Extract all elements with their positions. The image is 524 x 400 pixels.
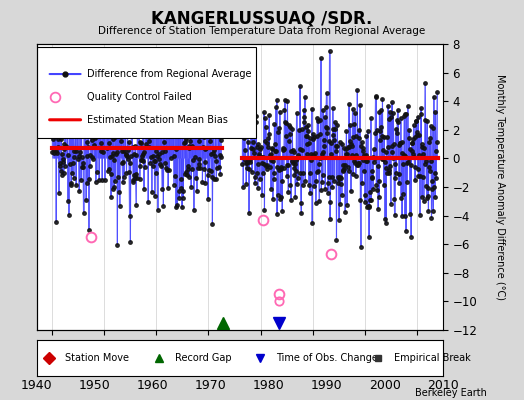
Text: 1950: 1950 — [79, 379, 111, 392]
Text: Berkeley Earth: Berkeley Earth — [416, 388, 487, 398]
Text: 1970: 1970 — [195, 379, 226, 392]
Text: 1940: 1940 — [21, 379, 52, 392]
Text: KANGERLUSSUAQ /SDR.: KANGERLUSSUAQ /SDR. — [151, 10, 373, 28]
Text: Difference from Regional Average: Difference from Regional Average — [88, 69, 252, 79]
Y-axis label: Monthly Temperature Anomaly Difference (°C): Monthly Temperature Anomaly Difference (… — [495, 74, 506, 300]
Text: Station Move: Station Move — [65, 353, 129, 363]
Text: Time of Obs. Change: Time of Obs. Change — [276, 353, 378, 363]
Text: 1980: 1980 — [253, 379, 285, 392]
Text: Quality Control Failed: Quality Control Failed — [88, 92, 192, 102]
Text: 2010: 2010 — [427, 379, 458, 392]
Text: Record Gap: Record Gap — [175, 353, 232, 363]
Text: Difference of Station Temperature Data from Regional Average: Difference of Station Temperature Data f… — [99, 26, 425, 36]
FancyBboxPatch shape — [37, 47, 256, 138]
Text: 2000: 2000 — [369, 379, 401, 392]
Text: 1960: 1960 — [137, 379, 169, 392]
Text: Estimated Station Mean Bias: Estimated Station Mean Bias — [88, 115, 228, 125]
Text: Empirical Break: Empirical Break — [394, 353, 471, 363]
Text: 1990: 1990 — [311, 379, 343, 392]
